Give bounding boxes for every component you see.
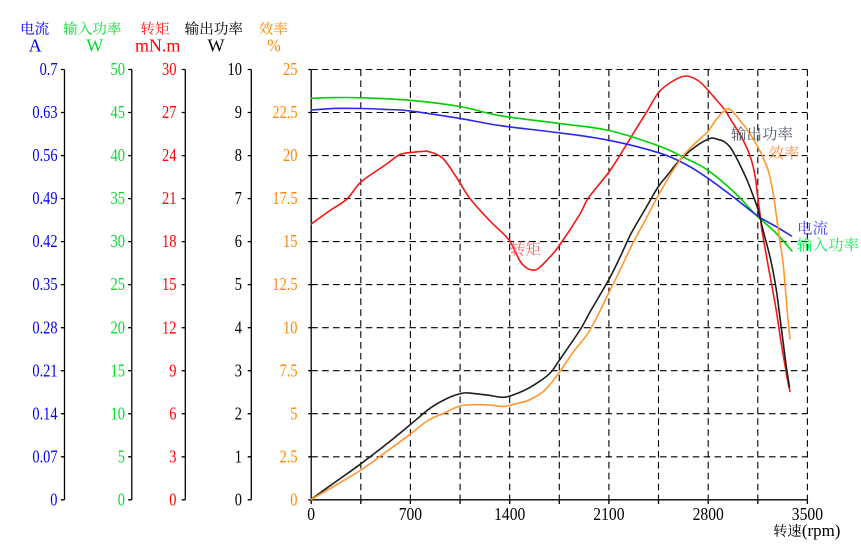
svg-text:0.42: 0.42 xyxy=(32,231,57,251)
svg-text:4: 4 xyxy=(235,317,242,337)
svg-text:W: W xyxy=(86,36,103,56)
svg-text:30: 30 xyxy=(111,231,126,251)
svg-text:A: A xyxy=(29,36,42,56)
svg-text:15: 15 xyxy=(283,231,298,251)
svg-text:15: 15 xyxy=(111,360,126,380)
svg-text:6: 6 xyxy=(235,231,242,251)
svg-text:W: W xyxy=(208,36,225,56)
svg-text:mN.m: mN.m xyxy=(135,36,181,56)
svg-text:8: 8 xyxy=(235,145,242,165)
svg-text:22.5: 22.5 xyxy=(272,102,297,122)
svg-text:10: 10 xyxy=(228,59,243,79)
svg-text:3500: 3500 xyxy=(792,504,823,524)
svg-text:30: 30 xyxy=(162,59,177,79)
svg-text:1: 1 xyxy=(235,446,242,466)
svg-text:25: 25 xyxy=(283,59,298,79)
svg-text:10: 10 xyxy=(283,317,298,337)
svg-text:5: 5 xyxy=(235,274,242,294)
svg-text:20: 20 xyxy=(111,317,126,337)
svg-text:12: 12 xyxy=(162,317,177,337)
svg-text:%: % xyxy=(267,36,281,56)
svg-text:12.5: 12.5 xyxy=(272,274,297,294)
svg-text:15: 15 xyxy=(162,274,177,294)
svg-text:3: 3 xyxy=(235,360,242,380)
svg-text:7: 7 xyxy=(235,188,242,208)
svg-text:0.49: 0.49 xyxy=(32,188,57,208)
svg-text:2.5: 2.5 xyxy=(280,446,298,466)
svg-text:0.07: 0.07 xyxy=(32,446,57,466)
svg-text:27: 27 xyxy=(162,102,177,122)
svg-text:35: 35 xyxy=(111,188,126,208)
svg-text:0.28: 0.28 xyxy=(32,317,57,337)
svg-text:2800: 2800 xyxy=(693,504,724,524)
svg-text:6: 6 xyxy=(169,403,176,423)
svg-text:24: 24 xyxy=(162,145,177,165)
svg-text:0: 0 xyxy=(50,489,57,509)
svg-text:9: 9 xyxy=(235,102,242,122)
svg-text:2: 2 xyxy=(235,403,242,423)
svg-text:17.5: 17.5 xyxy=(272,188,297,208)
svg-text:0: 0 xyxy=(169,489,176,509)
svg-text:0: 0 xyxy=(118,489,125,509)
svg-text:21: 21 xyxy=(162,188,177,208)
svg-text:0.35: 0.35 xyxy=(32,274,57,294)
svg-text:(rpm): (rpm) xyxy=(802,521,841,540)
svg-text:50: 50 xyxy=(111,59,126,79)
svg-text:0.14: 0.14 xyxy=(32,403,57,423)
svg-text:3: 3 xyxy=(169,446,176,466)
svg-text:40: 40 xyxy=(111,145,126,165)
svg-text:9: 9 xyxy=(169,360,176,380)
svg-text:1400: 1400 xyxy=(494,504,525,524)
svg-text:0: 0 xyxy=(290,489,297,509)
svg-text:20: 20 xyxy=(283,145,298,165)
svg-text:5: 5 xyxy=(118,446,125,466)
svg-text:10: 10 xyxy=(111,403,126,423)
svg-text:2100: 2100 xyxy=(593,504,624,524)
svg-text:7.5: 7.5 xyxy=(280,360,298,380)
svg-text:0: 0 xyxy=(235,489,242,509)
svg-text:25: 25 xyxy=(111,274,126,294)
svg-text:45: 45 xyxy=(111,102,126,122)
svg-text:0: 0 xyxy=(307,504,315,524)
svg-text:5: 5 xyxy=(290,403,297,423)
svg-text:700: 700 xyxy=(399,504,422,524)
svg-text:0.63: 0.63 xyxy=(32,102,57,122)
svg-text:0.7: 0.7 xyxy=(40,59,58,79)
svg-text:0.21: 0.21 xyxy=(32,360,57,380)
svg-text:0.56: 0.56 xyxy=(32,145,57,165)
svg-text:18: 18 xyxy=(162,231,177,251)
